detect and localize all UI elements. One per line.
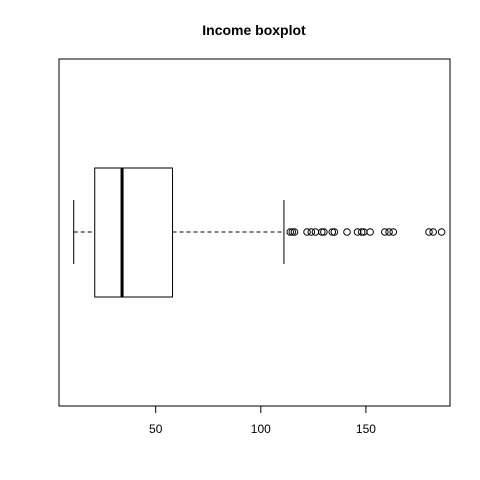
outlier-point: [320, 228, 328, 236]
plot-frame: [58, 58, 451, 407]
outlier-point: [385, 228, 393, 236]
iqr-box: [94, 167, 174, 298]
outlier-point: [290, 228, 299, 236]
outlier-point: [366, 228, 374, 236]
boxplot-group: [73, 167, 446, 298]
outlier-point: [286, 228, 295, 236]
outlier-point: [437, 228, 446, 236]
x-tick-label: 100: [251, 422, 271, 436]
x-tick-label: 50: [149, 422, 163, 436]
outlier-point: [317, 228, 326, 236]
outlier-point: [425, 228, 433, 236]
outlier-point: [328, 228, 337, 236]
outlier-point: [311, 228, 320, 236]
x-axis: 50 100 150: [149, 406, 376, 436]
outlier-point: [343, 228, 351, 236]
outlier-point: [429, 228, 437, 236]
outlier-point: [303, 228, 311, 236]
chart-title: Income boxplot: [202, 22, 306, 38]
outlier-point: [381, 228, 389, 236]
outlier-point: [288, 228, 297, 236]
x-tick-label: 150: [356, 422, 376, 436]
outlier-point: [330, 228, 339, 236]
outlier-point: [307, 228, 316, 236]
outlier-point: [357, 228, 366, 236]
outlier-point: [389, 228, 398, 236]
